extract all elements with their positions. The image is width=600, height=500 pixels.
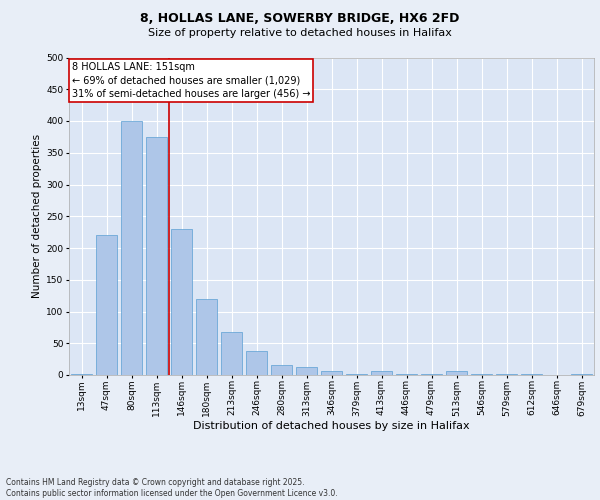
Bar [121,121,142,375]
Bar [221,332,242,375]
Bar [371,371,392,375]
Bar [321,371,342,375]
Bar [196,299,217,375]
Text: Size of property relative to detached houses in Halifax: Size of property relative to detached ho… [148,28,452,38]
Y-axis label: Number of detached properties: Number of detached properties [32,134,42,298]
Bar [171,229,192,375]
Text: 8, HOLLAS LANE, SOWERBY BRIDGE, HX6 2FD: 8, HOLLAS LANE, SOWERBY BRIDGE, HX6 2FD [140,12,460,26]
Bar [446,370,467,375]
Bar [96,236,117,375]
Bar [496,374,517,375]
Text: Contains HM Land Registry data © Crown copyright and database right 2025.
Contai: Contains HM Land Registry data © Crown c… [6,478,338,498]
Text: 8 HOLLAS LANE: 151sqm
← 69% of detached houses are smaller (1,029)
31% of semi-d: 8 HOLLAS LANE: 151sqm ← 69% of detached … [71,62,310,98]
Bar [296,368,317,375]
Bar [346,374,367,375]
Bar [421,374,442,375]
Bar [271,365,292,375]
Bar [71,374,92,375]
Bar [396,374,417,375]
Bar [246,351,267,375]
X-axis label: Distribution of detached houses by size in Halifax: Distribution of detached houses by size … [193,421,470,431]
Bar [521,374,542,375]
Bar [471,374,492,375]
Bar [146,137,167,375]
Bar [571,374,592,375]
